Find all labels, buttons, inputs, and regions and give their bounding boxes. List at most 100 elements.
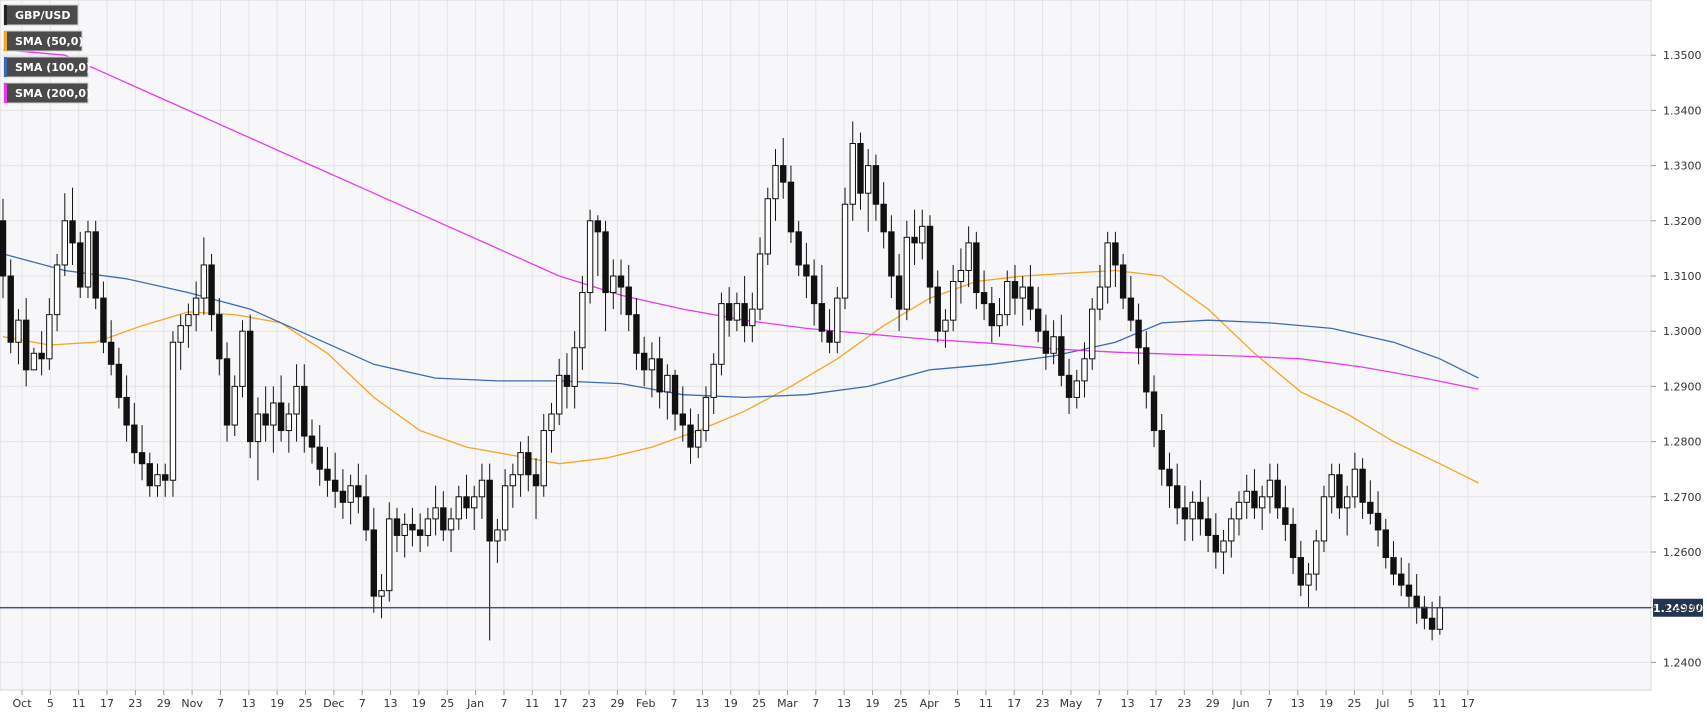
candle (301, 364, 308, 453)
candle (617, 259, 625, 315)
candle-body-up (996, 314, 1003, 327)
candle (919, 209, 926, 260)
candle-body-down (1034, 308, 1042, 332)
candle-body-up (501, 485, 509, 531)
candle (525, 436, 532, 492)
candle-body-up (1073, 380, 1080, 398)
candle-body-down (1065, 374, 1073, 398)
candle-body-down (1119, 264, 1127, 299)
y-tick-label: 1.2800 (1663, 436, 1702, 449)
candle (1197, 480, 1204, 536)
candle (540, 414, 547, 497)
candle (1274, 463, 1281, 519)
candle-body-down (980, 292, 988, 305)
candle-body-up (664, 374, 671, 393)
candle (1112, 231, 1119, 288)
candle (432, 485, 439, 536)
candle (208, 253, 215, 332)
candle-body-down (625, 286, 632, 316)
candle-body-up (509, 474, 517, 487)
candle-body-down (880, 203, 887, 233)
candle (424, 507, 432, 547)
x-tick-label: 29 (610, 697, 624, 710)
x-tick-label: 13 (695, 697, 709, 710)
candle-body-up (556, 374, 563, 415)
candle (1351, 452, 1359, 508)
candle (1181, 485, 1189, 541)
candle-body-up (702, 396, 710, 432)
x-tick-label: 13 (837, 697, 851, 710)
candle-body-down (92, 231, 99, 299)
candle (393, 507, 401, 552)
candle (247, 314, 254, 459)
candle (571, 331, 578, 409)
x-tick-label: 17 (1007, 697, 1021, 710)
candle-body-down (532, 474, 540, 487)
candle (741, 276, 748, 343)
candle (548, 402, 555, 453)
candle-body-up (610, 275, 617, 294)
candle-body-up (471, 496, 478, 509)
candle-body-down (77, 242, 84, 288)
legend-swatch (4, 57, 7, 77)
candle-body-up (1343, 496, 1351, 509)
candle-body-down (617, 275, 625, 288)
candle-body-up (1004, 281, 1011, 316)
candle-body-down (656, 358, 663, 393)
candle-body-up (1220, 540, 1227, 553)
candle-body-down (594, 220, 602, 233)
y-tick-label: 1.3500 (1663, 49, 1702, 62)
candle-body-down (640, 352, 648, 371)
x-tick-label: 19 (724, 697, 738, 710)
candle-body-down (370, 529, 378, 597)
candle (339, 469, 347, 519)
x-tick-label: 25 (894, 697, 908, 710)
legend-item[interactable]: SMA (200,0) (3, 82, 91, 104)
legend-swatch (4, 31, 7, 51)
x-tick-label: 7 (671, 697, 678, 710)
candle (841, 187, 849, 310)
candle (216, 298, 223, 376)
candle-body-down (1428, 617, 1436, 630)
candle (826, 309, 833, 354)
candle-body-up (494, 529, 501, 542)
candle (100, 281, 107, 354)
x-tick-label: 25 (1347, 697, 1361, 710)
candle (1266, 463, 1274, 514)
candle-body-down (857, 143, 864, 194)
candle-body-up (1258, 496, 1266, 509)
legend-item[interactable]: SMA (100,0) (3, 56, 91, 78)
candle-body-down (1158, 430, 1165, 470)
candle (486, 463, 493, 641)
candle (1150, 375, 1158, 448)
candle (107, 320, 115, 376)
candle (556, 358, 563, 426)
candle (38, 331, 45, 376)
candle (718, 292, 725, 376)
candle (471, 485, 478, 530)
candle-body-down (223, 358, 231, 426)
candle-body-up (1228, 518, 1235, 542)
candle-body-up (478, 479, 486, 498)
candle (1367, 480, 1374, 525)
candle-body-up (30, 352, 38, 371)
x-tick-label: Nov (181, 697, 203, 710)
x-tick-label: 23 (128, 697, 142, 710)
legend-item[interactable]: SMA (50,0) (3, 30, 83, 52)
candle (1204, 496, 1212, 552)
candle-body-up (841, 203, 849, 299)
candle-body-down (69, 220, 76, 244)
candle (949, 264, 957, 332)
candle-body-up (1096, 286, 1104, 310)
candle-body-up (200, 264, 208, 299)
candle-body-up (903, 236, 911, 310)
current-price-badge (1653, 598, 1703, 617)
candle-body-down (1042, 330, 1050, 354)
candle (1135, 303, 1142, 365)
legend-item[interactable]: GBP/USD (3, 4, 79, 26)
x-tick-label: 7 (359, 697, 366, 710)
candle-body-down (1251, 490, 1258, 509)
candle (509, 463, 517, 508)
candle (92, 220, 99, 310)
candle (903, 220, 911, 321)
